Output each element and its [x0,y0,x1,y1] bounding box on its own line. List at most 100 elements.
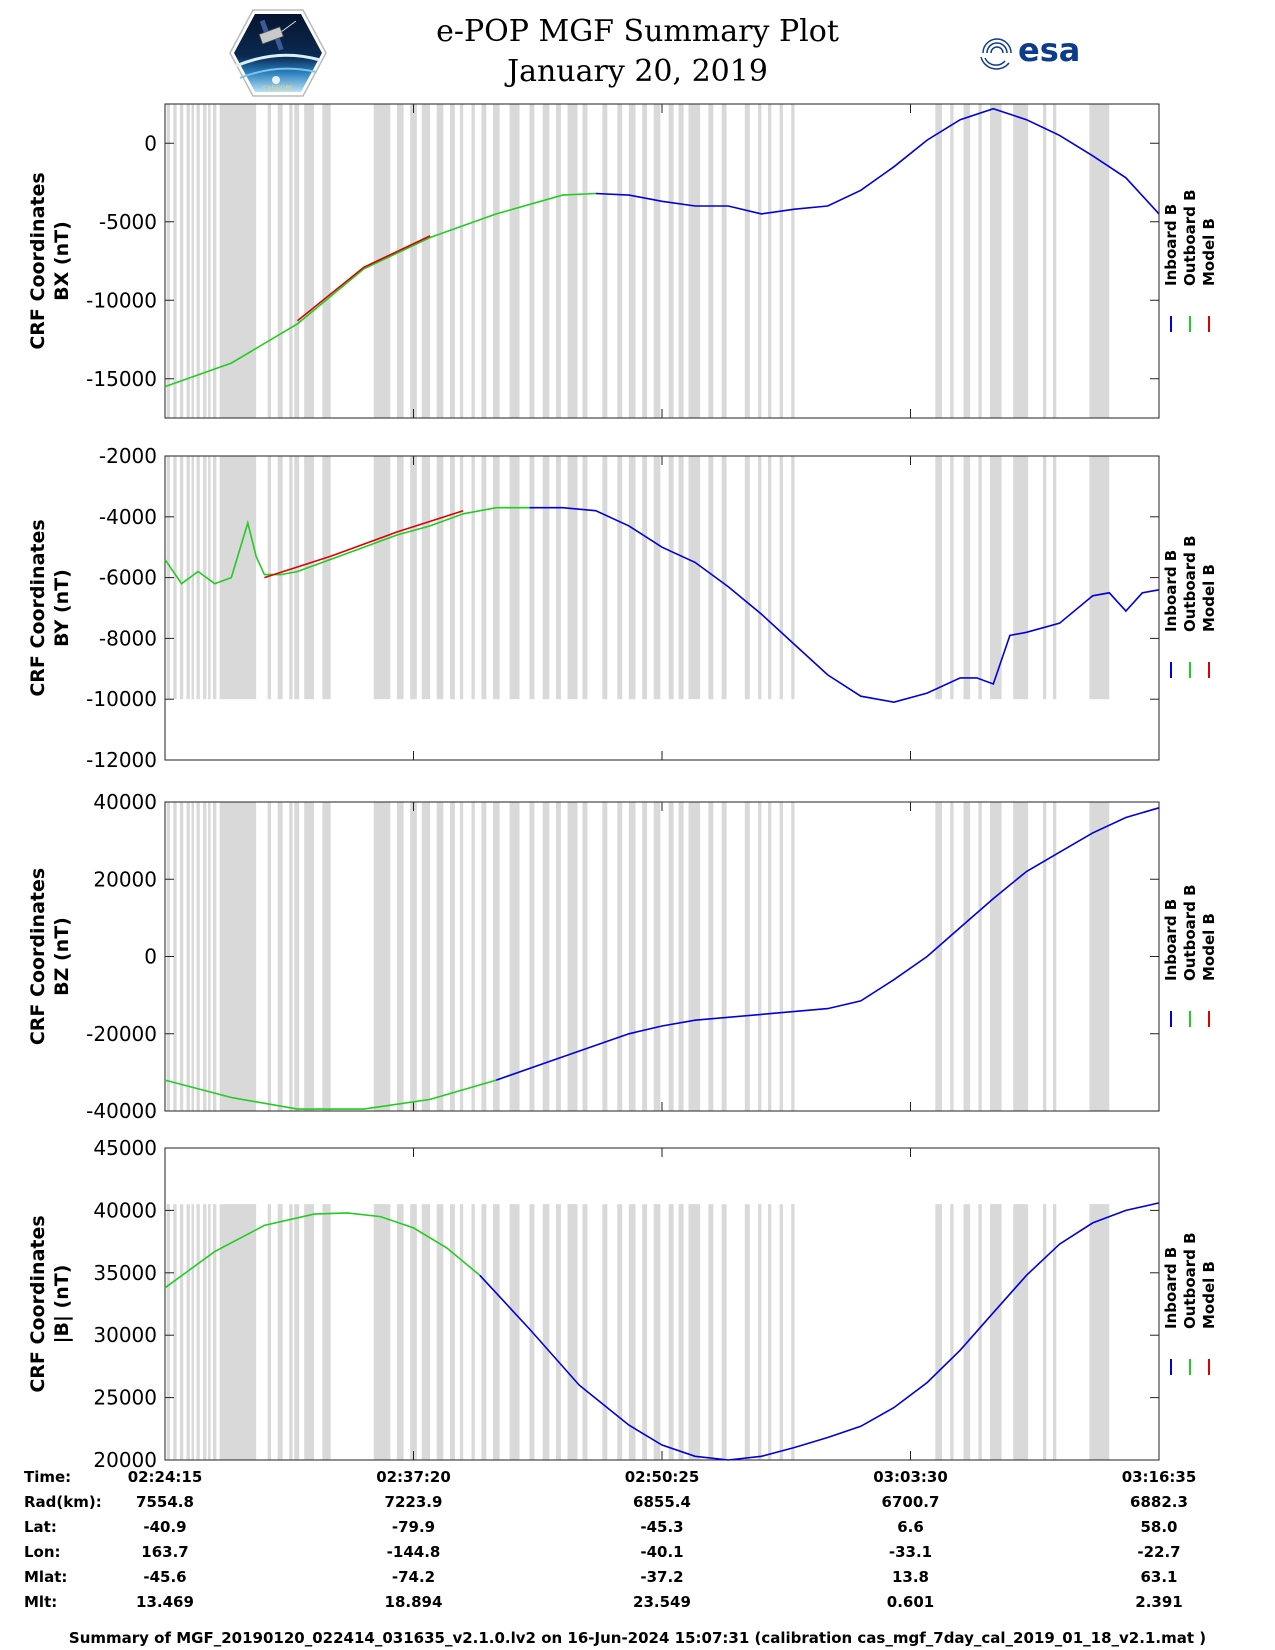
data-gap-bar [542,456,550,700]
legend-label: Inboard B [1162,204,1180,286]
ephemeris-value: 6700.7 [881,1493,940,1511]
ephemeris-value: -144.8 [386,1543,441,1561]
data-gap-bar [768,104,772,418]
data-gap-bar [668,1204,674,1460]
ephemeris-value: 02:50:25 [624,1468,700,1486]
data-gap-bar [678,104,684,418]
data-gap-bar [213,104,217,418]
data-gap-bar [449,104,455,418]
y-axis-label: CRF Coordinates [27,172,49,349]
data-gap-bar [617,104,623,418]
panel-magb: 20000 25000 30000 35000 40000 45000 CRF Coordi… [27,1136,1218,1472]
data-gap-bar [1089,1204,1110,1460]
y-tick-label: 35000 [93,1261,157,1285]
y-tick-label: 0 [144,945,157,969]
ephemeris-value: 6855.4 [633,1493,691,1511]
y-axis-label: CRF Coordinates [27,1215,49,1392]
panel-bx: -15000 -10000 -5000 0 CRF Coordinates BX (nT)… [27,103,1218,419]
data-gap-bar [668,802,674,1111]
data-gap-bar [208,1204,211,1460]
series-line-outboard-b [164,506,530,585]
data-gap-bar [779,456,783,700]
series-line-inboard-b [496,807,1160,1081]
esa-logo [980,38,1012,70]
ephemeris-value: -45.6 [143,1568,187,1586]
data-gap-bar [1013,104,1029,418]
data-gap-bar [186,104,190,418]
series-line-inboard-b [479,1202,1160,1461]
data-gap-bar [289,104,293,418]
data-gap-bar [779,104,783,418]
legend-label: Model B [1200,913,1218,981]
ephemeris-value: 163.7 [141,1543,189,1561]
data-gap-bar [173,104,177,418]
data-gap-bar [768,456,772,700]
data-gap-bar [628,104,636,418]
ephemeris-row-label: Lat: [24,1518,57,1536]
data-gap-bar [1089,802,1110,1111]
data-gap-bar [602,1204,608,1460]
data-gap-bar [950,456,954,700]
data-gap-bar [602,104,608,418]
data-gap-bar [779,1204,783,1460]
legend-label: Outboard B [1181,1232,1199,1329]
data-gap-bar [179,456,184,700]
y-axis-unit-label: BY (nT) [51,569,73,647]
data-gap-bar [1052,802,1057,1111]
data-gap-bar [421,1204,431,1460]
data-gap-bar [708,456,714,700]
data-gap-bar [219,456,257,700]
data-gap-bar [758,104,762,418]
data-gap-bar [179,802,184,1111]
y-tick-label: 45000 [93,1136,157,1160]
data-gap-bar [203,1204,207,1460]
data-gap-bar [668,104,674,418]
data-gap-bar [978,456,982,700]
data-gap-bar [721,1204,727,1460]
series-line-model-b [296,235,431,322]
data-gap-bar [203,104,207,418]
y-axis-unit-label: BX (nT) [51,221,73,301]
ephemeris-value: 7554.8 [136,1493,194,1511]
data-gap-bar [481,456,487,700]
data-gap-bar [758,1204,762,1460]
data-gap-bar [555,456,561,700]
data-gap-bar [678,802,684,1111]
data-gap-bar [1013,1204,1029,1460]
data-gap-bar [978,802,982,1111]
data-gap-bar [410,104,417,418]
data-gap-bar [1043,802,1047,1111]
page-title: e-POP MGF Summary Plot [436,14,839,49]
data-gap-bar [196,456,200,700]
data-gap-bar [219,104,257,418]
data-gap-bar [653,104,661,418]
data-gap-bar [791,456,795,700]
legend-label: Outboard B [1181,189,1199,286]
y-tick-label: 30000 [93,1323,157,1347]
y-tick-label: 20000 [93,867,157,891]
data-gap-bar [678,456,684,700]
data-gap-bar [602,802,608,1111]
data-gap-bar [322,1204,331,1460]
data-gap-bar [1043,456,1047,700]
data-gap-bar [294,802,300,1111]
data-gap-bar [191,104,194,418]
legend-label: Outboard B [1181,884,1199,981]
data-gap-bar [436,802,444,1111]
data-gap-bar [509,1204,520,1460]
ephemeris-value: -45.3 [640,1518,684,1536]
data-gap-bar [978,104,982,418]
data-gap-bar [628,456,636,700]
data-gap-bar [471,802,475,1111]
data-gap-bar [542,1204,550,1460]
y-tick-label: 40000 [93,1198,157,1222]
ephemeris-row-label: Rad(km): [24,1493,102,1511]
y-tick-label: -8000 [99,626,157,650]
data-gap-bar [555,1204,561,1460]
legend-label: Model B [1200,218,1218,286]
data-gap-bar [396,456,404,700]
data-gap-bar [186,802,190,1111]
data-gap-bar [493,456,500,700]
legend-label: Outboard B [1181,535,1199,632]
